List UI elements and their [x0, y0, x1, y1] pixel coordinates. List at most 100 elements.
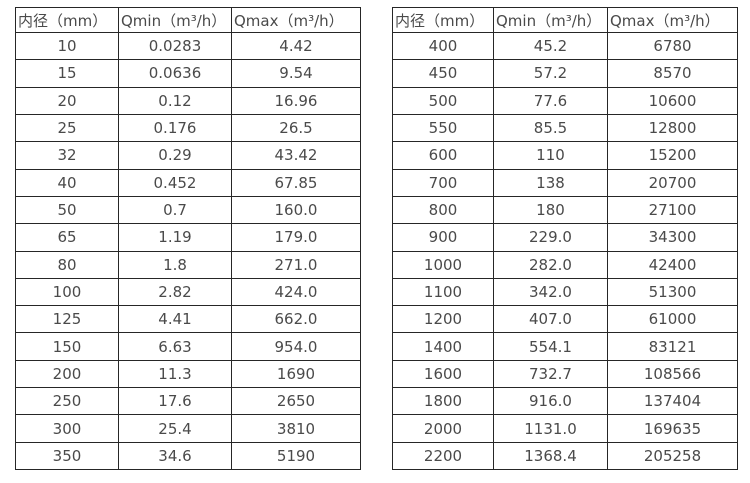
table-row: 200 11.3 1690 [15, 359, 361, 389]
table-row: 65 1.19 179.0 [15, 223, 361, 252]
diameter-cell: 100 [15, 277, 119, 307]
qmin-cell: 180 [493, 195, 608, 225]
qmin-cell: 0.0636 [118, 59, 232, 88]
qmin-cell: 2.82 [118, 277, 232, 307]
diameter-cell: 80 [15, 250, 119, 279]
qmax-cell: 108566 [607, 359, 738, 389]
table-row: 15 0.0636 9.54 [15, 59, 361, 88]
qmax-cell: 16.96 [231, 86, 361, 115]
diameter-cell: 250 [15, 387, 119, 416]
diameter-cell: 300 [15, 414, 119, 443]
column-header: Qmin（m³/h） [118, 7, 232, 33]
qmin-cell: 4.41 [118, 305, 232, 334]
qmax-cell: 20700 [607, 168, 738, 197]
table-body: 10 0.0283 4.42 15 0.0636 9.54 20 0.12 16.96 25 0.1… [15, 31, 361, 471]
qmax-cell: 6780 [607, 31, 738, 61]
qmin-cell: 1.19 [118, 223, 232, 252]
diameter-cell: 50 [15, 195, 119, 225]
diameter-cell: 32 [15, 141, 119, 170]
table-row: 32 0.29 43.42 [15, 141, 361, 170]
diameter-cell: 65 [15, 223, 119, 252]
qmax-cell: 61000 [607, 305, 738, 334]
qmax-cell: 954.0 [231, 332, 361, 361]
table-row: 700 138 20700 [392, 168, 738, 197]
table-row: 800 180 27100 [392, 195, 738, 225]
table-row: 80 1.8 271.0 [15, 250, 361, 279]
table-row: 40 0.452 67.85 [15, 168, 361, 197]
table-row: 350 34.6 5190 [15, 441, 361, 471]
diameter-cell: 1400 [392, 332, 494, 361]
table-row: 900 229.0 34300 [392, 223, 738, 252]
flow-table-small-diameters: 内径（mm） Qmin（m³/h） Qmax（m³/h） 10 0.0283 4.42 1… [15, 7, 361, 471]
qmin-cell: 11.3 [118, 359, 232, 389]
table-row: 25 0.176 26.5 [15, 113, 361, 143]
qmin-cell: 0.0283 [118, 31, 232, 61]
table-row: 50 0.7 160.0 [15, 195, 361, 225]
table-row: 10 0.0283 4.42 [15, 31, 361, 61]
qmin-cell: 229.0 [493, 223, 608, 252]
qmax-cell: 8570 [607, 59, 738, 88]
diameter-cell: 40 [15, 168, 119, 197]
diameter-cell: 10 [15, 31, 119, 61]
qmax-cell: 67.85 [231, 168, 361, 197]
table-header: 内径（mm） Qmin（m³/h） Qmax（m³/h） [15, 7, 361, 33]
qmin-cell: 6.63 [118, 332, 232, 361]
qmin-cell: 0.452 [118, 168, 232, 197]
table-row: 1400 554.1 83121 [392, 332, 738, 361]
diameter-cell: 350 [15, 441, 119, 471]
qmin-cell: 0.12 [118, 86, 232, 115]
table-row: 600 110 15200 [392, 141, 738, 170]
qmin-cell: 1131.0 [493, 414, 608, 443]
qmin-cell: 1368.4 [493, 441, 608, 471]
header-row: 内径（mm） Qmin（m³/h） Qmax（m³/h） [392, 7, 738, 33]
table-row: 125 4.41 662.0 [15, 305, 361, 334]
qmin-cell: 407.0 [493, 305, 608, 334]
qmin-cell: 282.0 [493, 250, 608, 279]
qmin-cell: 45.2 [493, 31, 608, 61]
qmax-cell: 43.42 [231, 141, 361, 170]
qmin-cell: 77.6 [493, 86, 608, 115]
qmax-cell: 160.0 [231, 195, 361, 225]
flow-table-large-diameters: 内径（mm） Qmin（m³/h） Qmax（m³/h） 400 45.2 6780 45… [392, 7, 738, 471]
qmax-cell: 169635 [607, 414, 738, 443]
diameter-cell: 25 [15, 113, 119, 143]
qmin-cell: 85.5 [493, 113, 608, 143]
table-row: 1100 342.0 51300 [392, 277, 738, 307]
diameter-cell: 800 [392, 195, 494, 225]
diameter-cell: 125 [15, 305, 119, 334]
qmin-cell: 110 [493, 141, 608, 170]
diameter-cell: 2200 [392, 441, 494, 471]
diameter-cell: 1600 [392, 359, 494, 389]
diameter-cell: 1800 [392, 387, 494, 416]
table-row: 400 45.2 6780 [392, 31, 738, 61]
column-header: 内径（mm） [392, 7, 494, 33]
qmin-cell: 17.6 [118, 387, 232, 416]
diameter-cell: 600 [392, 141, 494, 170]
qmax-cell: 12800 [607, 113, 738, 143]
qmax-cell: 10600 [607, 86, 738, 115]
qmax-cell: 3810 [231, 414, 361, 443]
diameter-cell: 900 [392, 223, 494, 252]
diameter-cell: 500 [392, 86, 494, 115]
table-row: 2000 1131.0 169635 [392, 414, 738, 443]
qmin-cell: 554.1 [493, 332, 608, 361]
column-header: Qmax（m³/h） [607, 7, 738, 33]
diameter-cell: 1100 [392, 277, 494, 307]
column-header: Qmin（m³/h） [493, 7, 608, 33]
qmax-cell: 26.5 [231, 113, 361, 143]
diameter-cell: 1200 [392, 305, 494, 334]
column-header: Qmax（m³/h） [231, 7, 361, 33]
table-header: 内径（mm） Qmin（m³/h） Qmax（m³/h） [392, 7, 738, 33]
qmax-cell: 15200 [607, 141, 738, 170]
qmax-cell: 2650 [231, 387, 361, 416]
qmax-cell: 83121 [607, 332, 738, 361]
qmin-cell: 1.8 [118, 250, 232, 279]
qmin-cell: 916.0 [493, 387, 608, 416]
qmin-cell: 25.4 [118, 414, 232, 443]
table-row: 300 25.4 3810 [15, 414, 361, 443]
table-row: 2200 1368.4 205258 [392, 441, 738, 471]
qmin-cell: 34.6 [118, 441, 232, 471]
qmax-cell: 271.0 [231, 250, 361, 279]
qmin-cell: 732.7 [493, 359, 608, 389]
